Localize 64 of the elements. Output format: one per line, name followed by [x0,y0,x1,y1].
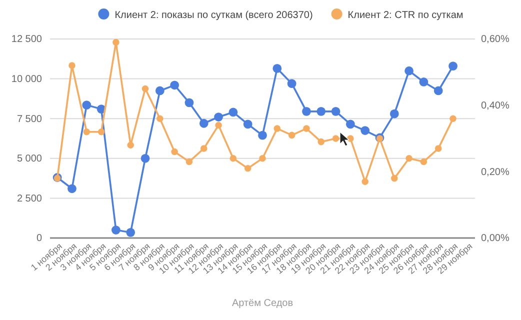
point [171,148,178,156]
point [288,132,296,139]
point [68,184,76,194]
point [274,125,281,132]
point [331,107,340,116]
point [142,85,149,92]
point [98,128,105,136]
y2-tick-label: 0,40% [481,100,510,112]
point [302,107,311,116]
point [140,154,150,163]
point [82,100,92,110]
point [228,108,238,117]
point [214,112,223,122]
y-tick-label: 2 500 [16,193,42,204]
point [215,122,222,129]
y-tick-label: 12 500 [11,34,42,46]
point [448,62,458,70]
point [259,155,266,162]
point [391,174,398,182]
point [83,128,90,136]
point [272,64,282,73]
text: Артём Седов [232,298,294,309]
point [346,120,355,129]
point [332,135,340,142]
point [127,142,134,149]
y2-tick-label: 0,00% [481,233,510,244]
point [68,62,76,69]
point [170,80,180,90]
point [404,66,414,76]
point [420,158,428,166]
point [126,228,136,237]
y-tick-label: 0 [36,233,42,244]
point [184,98,194,108]
y-tick-label: 5 000 [16,154,42,165]
point [362,178,368,185]
point [258,130,267,140]
point [112,38,120,46]
point [186,158,193,166]
y-tick-label: 7 500 [16,114,42,125]
point [155,86,164,96]
point [318,138,325,146]
point [434,86,443,96]
point [419,78,428,86]
point [230,155,237,162]
y2-tick-label: 0,60% [481,34,510,46]
point [316,107,326,116]
point [450,115,456,122]
point [390,109,399,118]
point [287,79,296,88]
point [434,145,442,152]
y2-tick-label: 0,20% [481,166,510,178]
y-tick-label: 10 000 [11,74,42,85]
point [406,155,412,162]
point [303,125,310,132]
point [112,226,120,234]
legend-label: Клиент 2: показы по суткам (всего 206370) [114,10,313,21]
point [199,118,208,128]
point [156,115,164,122]
legend-label: Клиент 2: CTR по суткам [348,10,464,21]
point [244,164,252,172]
point [200,145,208,152]
point [243,120,252,129]
point [347,135,354,142]
point [360,126,370,135]
